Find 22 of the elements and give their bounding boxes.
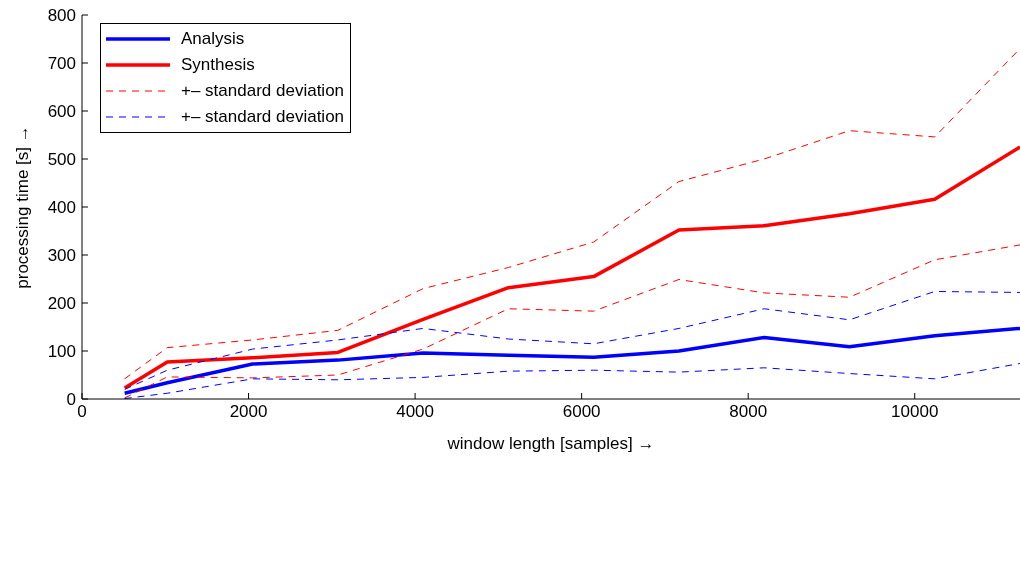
line-series <box>122 145 1020 390</box>
legend-label: +– standard deviation <box>181 106 345 128</box>
y-tick-label: 200 <box>47 294 76 314</box>
x-tick-label: 2000 <box>229 402 268 422</box>
x-axis-title: window length [samples] → <box>446 434 655 453</box>
legend-label: Synthesis <box>181 54 255 76</box>
x-tick-label: 6000 <box>562 402 601 422</box>
y-tick-label: 500 <box>47 150 76 170</box>
y-tick-label: 400 <box>47 198 76 218</box>
y-axis-title: processing time [s] → <box>13 125 33 289</box>
y-tick-label: 600 <box>47 102 76 122</box>
y-tick-label: 100 <box>47 342 76 362</box>
x-tick-label: 10000 <box>891 402 939 422</box>
y-tick-label: 300 <box>47 246 76 266</box>
line-series <box>124 362 1020 399</box>
legend-label: +– standard deviation <box>181 80 345 102</box>
line-series <box>124 244 1020 399</box>
y-tick-label: 700 <box>47 54 76 74</box>
x-tick-label: 4000 <box>396 402 435 422</box>
x-tick-label: 8000 <box>729 402 768 422</box>
y-tick-label: 800 <box>47 6 76 26</box>
legend-label: Analysis <box>181 28 245 50</box>
